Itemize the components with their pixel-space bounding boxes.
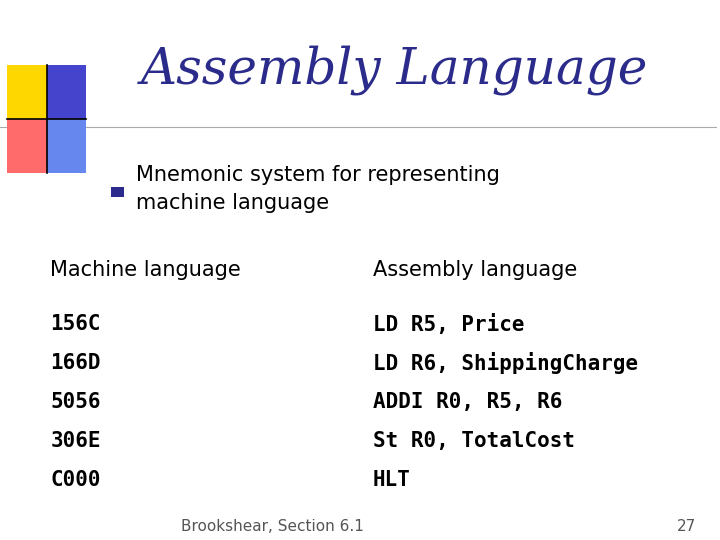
Text: LD R6, ShippingCharge: LD R6, ShippingCharge — [373, 352, 638, 374]
Text: Brookshear, Section 6.1: Brookshear, Section 6.1 — [181, 519, 364, 534]
Text: 27: 27 — [677, 519, 696, 534]
FancyBboxPatch shape — [47, 119, 86, 173]
Text: 166D: 166D — [50, 353, 101, 373]
Text: 306E: 306E — [50, 430, 101, 451]
FancyBboxPatch shape — [111, 187, 124, 197]
Text: HLT: HLT — [373, 469, 411, 490]
Text: Assembly language: Assembly language — [373, 260, 577, 280]
Text: 156C: 156C — [50, 314, 101, 334]
Text: LD R5, Price: LD R5, Price — [373, 314, 525, 334]
FancyBboxPatch shape — [7, 65, 47, 119]
Text: Assembly Language: Assembly Language — [141, 45, 648, 95]
Text: 5056: 5056 — [50, 392, 101, 412]
Text: St R0, TotalCost: St R0, TotalCost — [373, 430, 575, 451]
Text: ADDI R0, R5, R6: ADDI R0, R5, R6 — [373, 392, 562, 412]
Text: Mnemonic system for representing
machine language: Mnemonic system for representing machine… — [136, 165, 500, 213]
Text: Machine language: Machine language — [50, 260, 241, 280]
Text: C000: C000 — [50, 469, 101, 490]
FancyBboxPatch shape — [7, 119, 47, 173]
FancyBboxPatch shape — [47, 65, 86, 119]
